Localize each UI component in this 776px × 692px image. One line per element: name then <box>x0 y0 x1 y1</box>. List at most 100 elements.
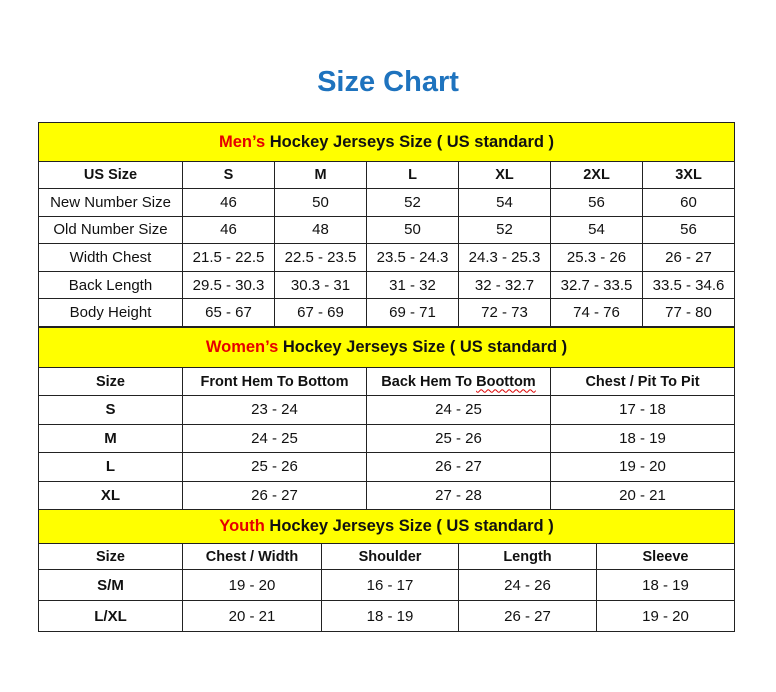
table-cell: 56 <box>641 215 736 245</box>
youth-size-table: Youth Hockey Jerseys Size ( US standard … <box>37 509 736 632</box>
column-header-label: XL <box>495 167 514 183</box>
column-header: Shoulder <box>321 543 459 570</box>
table-cell: 50 <box>366 215 459 245</box>
column-header: 3XL <box>641 161 736 189</box>
table-cell: 21.5 - 22.5 <box>182 243 275 272</box>
banner-text: Hockey Jerseys Size ( US standard ) <box>265 132 555 151</box>
table-row: Body Height 65 - 67 67 - 69 69 - 71 72 - 73 7… <box>38 298 736 327</box>
column-header-label: L <box>408 167 417 183</box>
banner-row: Youth Hockey Jerseys Size ( US standard … <box>37 509 736 544</box>
table-cell: 46 <box>182 188 275 217</box>
column-header-label: Size <box>95 373 125 390</box>
row-label: New Number Size <box>38 188 183 217</box>
table-cell: 26 - 27 <box>366 452 551 482</box>
womens-size-table: Women’s Hockey Jerseys Size ( US standar… <box>37 327 736 510</box>
table-cell: 20 - 21 <box>182 600 322 632</box>
table-cell: 54 <box>550 215 643 245</box>
table-row: Old Number Size 46 48 50 52 54 56 <box>38 215 736 245</box>
column-header-label: S <box>223 167 234 183</box>
women-banner: Women’s Hockey Jerseys Size ( US standar… <box>37 327 736 368</box>
banner-row: Women’s Hockey Jerseys Size ( US standar… <box>37 327 736 368</box>
mens-size-table: Men’s Hockey Jerseys Size ( US standard … <box>37 122 736 327</box>
banner-accent: Men’s <box>219 132 266 151</box>
column-header-label: Chest / Pit To Pit <box>585 373 700 390</box>
column-header-label: Front Hem To Bottom <box>200 373 349 390</box>
column-header: Size <box>38 543 183 570</box>
table-cell: 69 - 71 <box>366 298 459 327</box>
table-cell: 29.5 - 30.3 <box>182 270 275 300</box>
table-row: L/XL 20 - 21 18 - 19 26 - 27 19 - 20 <box>38 600 736 632</box>
table-cell: 18 - 19 <box>321 600 459 632</box>
table-cell: 20 - 21 <box>549 480 736 510</box>
column-header-label: Sleeve <box>642 548 689 565</box>
column-header: Sleeve <box>595 543 736 570</box>
column-header-label: 2XL <box>583 167 610 183</box>
table-cell: 32 - 32.7 <box>458 270 551 300</box>
column-header-label: Shoulder <box>358 548 422 565</box>
table-cell: 23 - 24 <box>182 395 367 425</box>
column-header: S <box>182 161 275 189</box>
table-cell: 16 - 17 <box>321 569 459 601</box>
table-cell: 26 - 27 <box>458 600 597 632</box>
table-cell: 54 <box>458 188 551 217</box>
table-row: S/M 19 - 20 16 - 17 24 - 26 18 - 19 <box>38 569 736 601</box>
table-row: Back Length 29.5 - 30.3 30.3 - 31 31 - 32 32… <box>38 270 736 300</box>
table-row: Width Chest 21.5 - 22.5 22.5 - 23.5 23.5 - … <box>38 243 736 272</box>
men-banner: Men’s Hockey Jerseys Size ( US standard … <box>37 122 736 162</box>
table-cell: 52 <box>458 215 551 245</box>
misspelled-word: Boottom <box>476 373 536 390</box>
row-label: Old Number Size <box>38 215 183 245</box>
row-label: L <box>38 452 183 482</box>
row-label: M <box>38 423 183 453</box>
column-header-label: 3XL <box>675 167 702 183</box>
column-header: Chest / Width <box>182 543 322 570</box>
table-cell: 27 - 28 <box>366 480 551 510</box>
table-cell: 19 - 20 <box>549 452 736 482</box>
table-cell: 18 - 19 <box>549 423 736 453</box>
table-cell: 30.3 - 31 <box>274 270 367 300</box>
banner-accent: Youth <box>219 517 265 535</box>
row-label: L/XL <box>38 600 183 632</box>
table-cell: 48 <box>274 215 367 245</box>
table-cell: 46 <box>182 215 275 245</box>
table-cell: 50 <box>274 188 367 217</box>
column-header: Chest / Pit To Pit <box>549 367 736 396</box>
table-cell: 74 - 76 <box>550 298 643 327</box>
banner-row: Men’s Hockey Jerseys Size ( US standard … <box>37 122 736 162</box>
column-header: 2XL <box>550 161 643 189</box>
column-header-label: M <box>314 167 327 183</box>
table-cell: 56 <box>550 188 643 217</box>
table-cell: 18 - 19 <box>595 569 736 601</box>
column-header-label: Back Hem To Boottom <box>381 373 536 390</box>
table-cell: 67 - 69 <box>274 298 367 327</box>
column-header-label: Chest / Width <box>205 548 299 565</box>
column-header: L <box>366 161 459 189</box>
table-row: New Number Size 46 50 52 54 56 60 <box>38 188 736 217</box>
table-cell: 23.5 - 24.3 <box>366 243 459 272</box>
table-cell: 65 - 67 <box>182 298 275 327</box>
table-cell: 77 - 80 <box>641 298 736 327</box>
table-cell: 24.3 - 25.3 <box>458 243 551 272</box>
row-label: S/M <box>38 569 183 601</box>
row-label: S <box>38 395 183 425</box>
table-row: M 24 - 25 25 - 26 18 - 19 <box>38 423 736 453</box>
column-header: M <box>274 161 367 189</box>
row-label: Width Chest <box>38 243 183 272</box>
table-cell: 33.5 - 34.6 <box>641 270 736 300</box>
table-cell: 25.3 - 26 <box>550 243 643 272</box>
table-cell: 26 - 27 <box>182 480 367 510</box>
column-header: US Size <box>38 161 183 189</box>
banner-text: Hockey Jerseys Size ( US standard ) <box>264 517 554 535</box>
header-row: US Size S M L XL 2XL 3XL <box>38 161 736 189</box>
table-cell: 25 - 26 <box>366 423 551 453</box>
row-label: Back Length <box>38 270 183 300</box>
column-header: Back Hem To Boottom <box>366 367 551 396</box>
header-row: Size Front Hem To Bottom Back Hem To Boott… <box>38 367 736 396</box>
column-header: Front Hem To Bottom <box>182 367 367 396</box>
table-row: S 23 - 24 24 - 25 17 - 18 <box>38 395 736 425</box>
table-cell: 31 - 32 <box>366 270 459 300</box>
table-cell: 17 - 18 <box>549 395 736 425</box>
column-header: Length <box>458 543 597 570</box>
column-header-label: Length <box>503 548 552 565</box>
table-cell: 19 - 20 <box>595 600 736 632</box>
